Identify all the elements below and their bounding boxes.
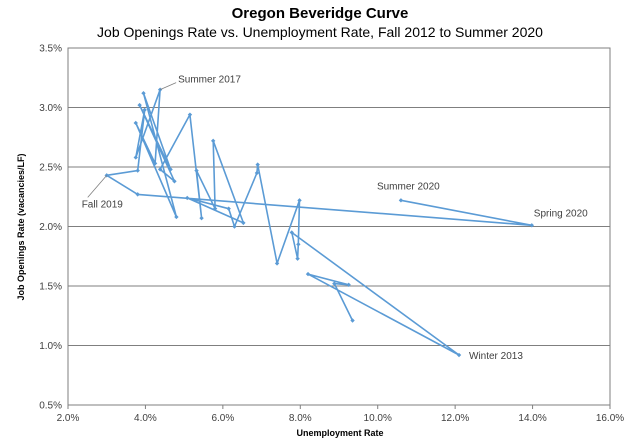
x-tick-label: 10.0% (364, 413, 392, 424)
plot-area-frame (67, 47, 611, 406)
data-point (194, 168, 199, 173)
data-point (172, 179, 177, 184)
data-point (332, 281, 337, 286)
annotation-leader-line (87, 175, 108, 198)
x-tick-label: 16.0% (596, 413, 624, 424)
annotations: Summer 2017 Fall 2019 Summer 2020 Spring 20… (82, 75, 588, 362)
chart-subtitle: Job Openings Rate vs. Unemployment Rate,… (97, 24, 543, 40)
chart-title: Oregon Beveridge Curve (232, 5, 409, 22)
data-point (137, 102, 142, 108)
data-point (187, 112, 193, 117)
y-axis-label: Job Openings Rate (vacancies/LF) (16, 153, 26, 300)
annotation-label: Summer 2020 (377, 181, 440, 192)
data-point (226, 206, 231, 211)
data-point (135, 168, 140, 173)
y-tick-label: 2.5% (39, 163, 62, 174)
data-point (297, 198, 302, 203)
x-tick-label: 2.0% (57, 413, 80, 424)
data-point (305, 271, 311, 277)
data-point (398, 198, 404, 203)
data-point (199, 215, 204, 221)
annotation-label: Fall 2019 (82, 199, 124, 210)
data-point (133, 120, 138, 126)
y-tick-label: 1.5% (39, 282, 62, 293)
x-tick-label: 14.0% (518, 413, 546, 424)
y-tick-label: 2.0% (39, 222, 62, 233)
data-point (232, 224, 237, 229)
data-point (152, 161, 158, 166)
data-point (274, 261, 280, 266)
y-tick-label: 0.5% (39, 401, 62, 412)
annotation-label: Winter 2013 (469, 351, 523, 362)
data-point (168, 167, 173, 172)
data-point (210, 138, 216, 144)
x-tick-label: 8.0% (289, 413, 312, 424)
data-point (135, 192, 140, 197)
data-point (529, 223, 534, 228)
data-point (289, 230, 294, 235)
x-axis-tick-labels: 2.0% 4.0% 6.0% 8.0% 10.0% 12.0% 14.0% 16.0% (57, 405, 624, 424)
y-tick-label: 3.5% (39, 44, 62, 55)
x-tick-label: 4.0% (134, 413, 157, 424)
x-axis-label: Unemployment Rate (296, 428, 383, 438)
data-point (185, 195, 190, 201)
data-point (142, 107, 147, 113)
data-point (346, 282, 351, 288)
x-tick-label: 6.0% (211, 413, 234, 424)
data-point (295, 256, 300, 261)
data-point (254, 170, 260, 176)
data-point (133, 155, 138, 160)
y-axis-tick-labels: 0.5% 1.0% 1.5% 2.0% 2.5% 3.0% 3.5% (39, 44, 62, 412)
data-point (350, 318, 355, 323)
data-point (174, 214, 179, 220)
annotation-label: Spring 2020 (534, 208, 588, 219)
annotation-label: Summer 2017 (178, 75, 241, 86)
data-point (241, 220, 246, 226)
data-point (456, 352, 462, 358)
y-tick-label: 1.0% (39, 341, 62, 352)
y-tick-label: 3.0% (39, 103, 62, 114)
data-point (255, 162, 260, 167)
data-point (296, 242, 301, 247)
annotation-leader-line (159, 82, 177, 91)
x-tick-label: 12.0% (441, 413, 469, 424)
data-point (141, 91, 146, 96)
data-point (157, 167, 163, 172)
data-series (104, 87, 534, 358)
data-point (212, 206, 218, 211)
